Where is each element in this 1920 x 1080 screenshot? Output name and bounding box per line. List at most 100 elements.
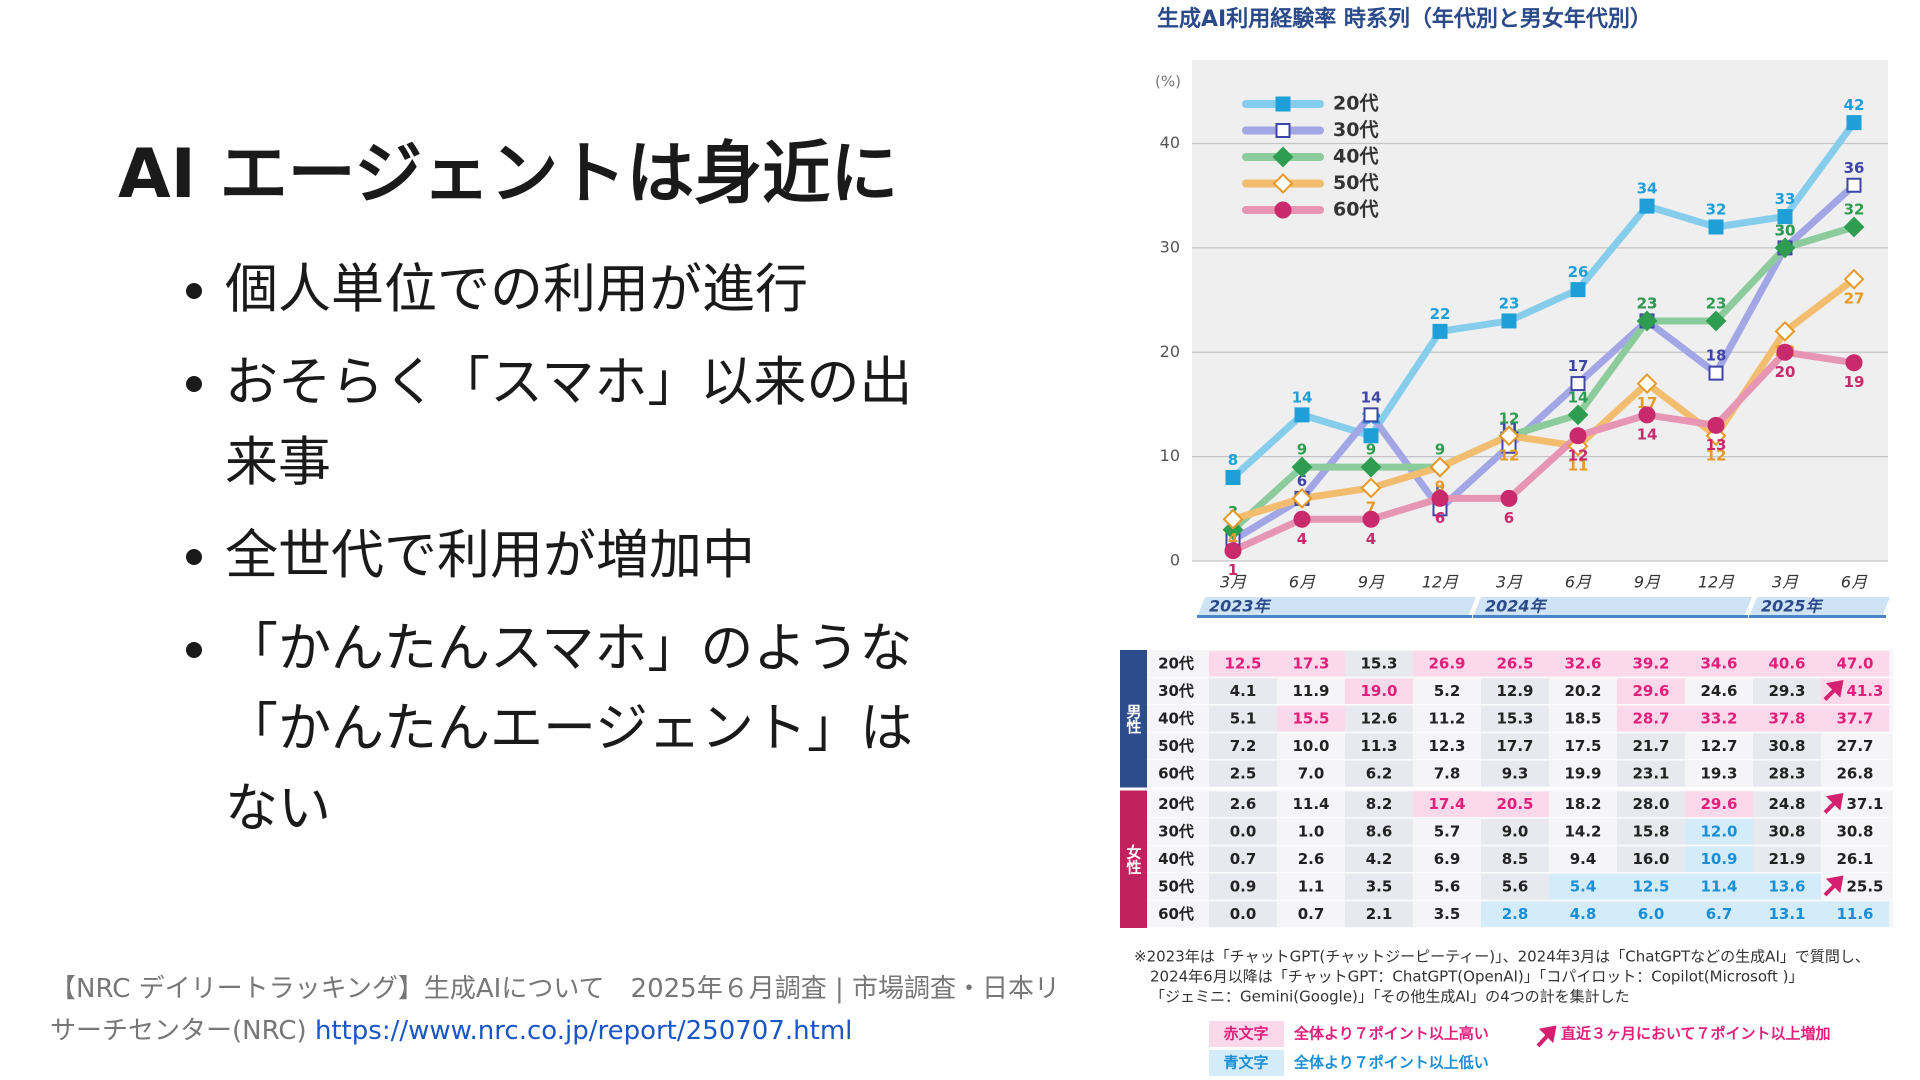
source: 【NRC デイリートラッキング】生成AIについて 2025年６月調査 | 市場調…: [50, 968, 1070, 1052]
data-label: 13: [1706, 436, 1727, 454]
table-cell: 28.7: [1632, 709, 1669, 727]
legend-marker: [1275, 123, 1291, 138]
cell-bg: [1413, 678, 1481, 704]
data-label: 4: [1297, 530, 1307, 548]
data-point: [1224, 542, 1242, 560]
table-cell: 15.8: [1632, 822, 1669, 840]
cell-bg: [1413, 706, 1481, 732]
legend-label: 30代: [1333, 119, 1378, 141]
data-label: 30: [1775, 221, 1796, 239]
table-cell: 1.1: [1298, 877, 1325, 895]
data-point: [1708, 219, 1724, 235]
x-tick-label: 9月: [1358, 573, 1385, 592]
table-cell: 8.2: [1366, 795, 1393, 813]
table-cell: 32.6: [1564, 654, 1601, 672]
table-cell: 28.0: [1632, 795, 1669, 813]
bullet: 全世代で利用が増加中: [225, 516, 965, 596]
data-point: [1639, 198, 1655, 214]
data-point: [1431, 489, 1449, 507]
table-cell: 7.0: [1298, 764, 1325, 782]
rise-arrow: [1823, 875, 1844, 897]
table-cell: 12.3: [1428, 737, 1465, 755]
cell-bg: [1277, 678, 1345, 704]
rise-arrow: [1823, 680, 1844, 701]
cell-bg: [1753, 651, 1821, 677]
table-cell: 11.6: [1836, 905, 1873, 923]
cell-bg: [1753, 846, 1821, 872]
cell-bg: [1345, 678, 1413, 704]
cell-bg: [1209, 706, 1277, 732]
data-point: [1363, 428, 1379, 444]
cell-bg: [1685, 819, 1753, 845]
note: 「ジェミニ：Gemini(Google)」「その他生成AI」の4つの計を集計した: [1150, 988, 1630, 1006]
cell-bg: [1617, 901, 1685, 927]
table-cell: 5.1: [1230, 709, 1257, 727]
table-cell: 15.3: [1496, 709, 1533, 727]
cell-bg: [1821, 651, 1889, 677]
table-cell: 0.0: [1230, 822, 1257, 840]
year-label: 2024年: [1485, 597, 1548, 616]
table-cell: 21.7: [1632, 737, 1669, 755]
data-label: 14: [1568, 388, 1589, 406]
table-cell: 12.0: [1700, 822, 1737, 840]
data-label: 19: [1844, 373, 1865, 391]
cell-bg: [1481, 733, 1549, 759]
slide-title: AI エージェントは身近に: [118, 135, 899, 214]
key-low-box: [1209, 1050, 1284, 1076]
data-label: 14: [1292, 388, 1313, 406]
table-cell: 11.4: [1700, 877, 1737, 895]
legend-label: 20代: [1333, 93, 1378, 115]
table-cell: 41.3: [1846, 682, 1883, 700]
source-link[interactable]: https://www.nrc.co.jp/report/250707.html: [314, 1016, 853, 1046]
age-label: 30代: [1158, 682, 1194, 700]
table-cell: 14.2: [1564, 822, 1601, 840]
data-point: [1360, 456, 1382, 478]
legend-marker: [1272, 173, 1294, 194]
table-cell: 12.7: [1700, 737, 1737, 755]
cell-bg: [1617, 761, 1685, 787]
cell-bg: [1685, 651, 1753, 677]
cell-bg: [1821, 733, 1889, 759]
data-point: [1222, 508, 1244, 530]
key-low-text: 全体より７ポイント以上低い: [1293, 1054, 1489, 1072]
cell-bg: [1685, 706, 1753, 732]
year-band-line: [1197, 615, 1472, 618]
cell-bg: [1617, 819, 1685, 845]
table-cell: 16.0: [1632, 850, 1669, 868]
data-point: [1222, 519, 1244, 541]
cell-bg: [1413, 846, 1481, 872]
cell-bg: [1481, 901, 1549, 927]
data-point: [1846, 115, 1862, 131]
table-cell: 13.1: [1768, 905, 1805, 923]
data-label: 12: [1499, 446, 1520, 464]
table-cell: 47.0: [1836, 654, 1873, 672]
data-label: 14: [1637, 425, 1658, 443]
cell-bg: [1617, 874, 1685, 900]
table-cell: 11.3: [1360, 737, 1397, 755]
data-label: 9: [1435, 478, 1445, 496]
data-label: 30: [1775, 221, 1796, 239]
cell-bg: [1345, 901, 1413, 927]
data-point: [1776, 343, 1794, 361]
x-tick-label: 6月: [1841, 573, 1868, 592]
age-label: 20代: [1158, 795, 1194, 813]
cell-bg: [1753, 706, 1821, 732]
table-cell: 8.5: [1502, 850, 1529, 868]
data-label: 6: [1297, 472, 1307, 490]
data-point: [1362, 510, 1380, 528]
legend-label: 40代: [1333, 146, 1378, 168]
table-cell: 17.7: [1496, 737, 1533, 755]
year-band: [1197, 597, 1476, 617]
cell-bg: [1209, 901, 1277, 927]
table-cell: 3.5: [1366, 877, 1393, 895]
y-tick-label: 10: [1160, 446, 1180, 465]
data-point: [1570, 376, 1586, 392]
bullet: おそらく「スマホ」以来の出来事: [225, 343, 965, 503]
cell-bg: [1277, 819, 1345, 845]
cell-bg: [1753, 901, 1821, 927]
bullet: 「かんたんスマホ」のような「かんたんエージェント」はない: [225, 609, 965, 849]
table-cell: 4.1: [1230, 682, 1257, 700]
cell-bg: [1277, 846, 1345, 872]
x-tick-label: 3月: [1220, 573, 1247, 592]
